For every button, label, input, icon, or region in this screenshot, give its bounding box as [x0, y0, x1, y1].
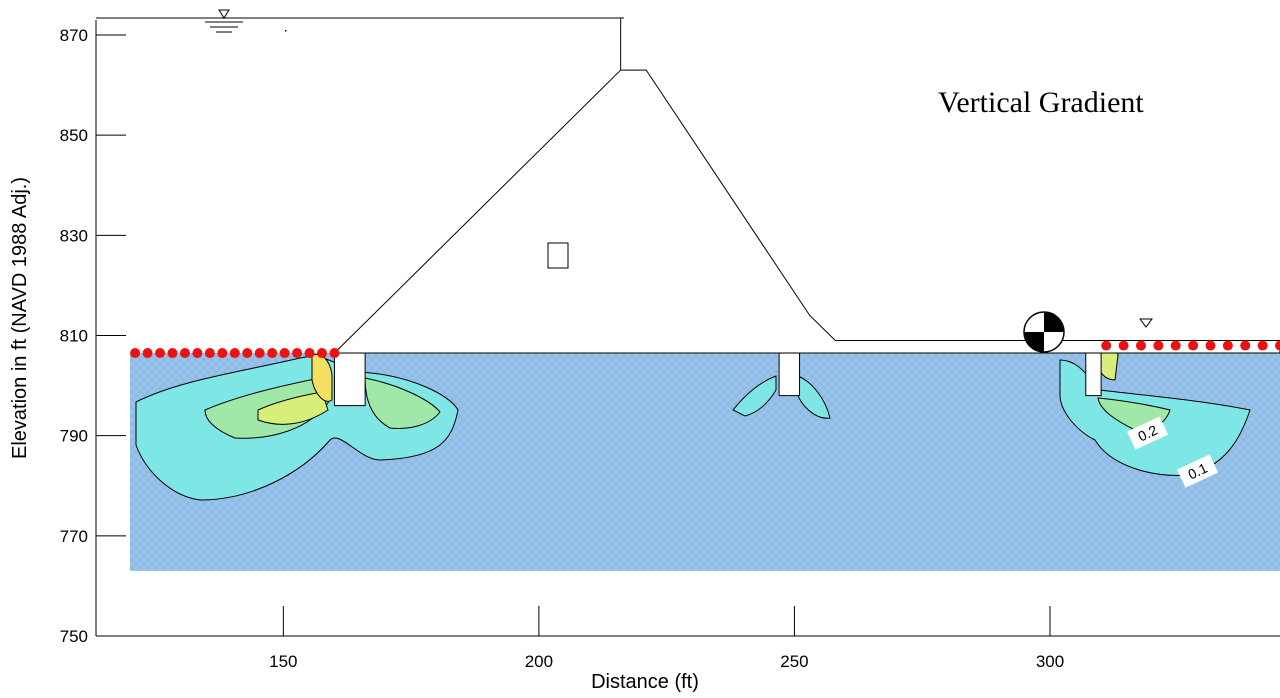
- contour-label-0.2-text: 0.2: [1135, 422, 1160, 445]
- plot-title: Vertical Gradient: [938, 86, 1144, 119]
- cutoff-wall: [333, 352, 366, 407]
- x-tick-label: 300: [1036, 652, 1064, 671]
- y-tick-label: 810: [60, 327, 88, 346]
- boundary-dot: [316, 348, 327, 359]
- x-tick-label: 200: [525, 652, 553, 671]
- y-tick-label: 850: [60, 126, 88, 145]
- downstream-water-level-icon: [1139, 318, 1153, 328]
- boundary-dot: [267, 348, 278, 359]
- y-tick-label: 830: [60, 226, 88, 245]
- boundary-dot: [1188, 340, 1199, 351]
- boundary-dot: [1118, 340, 1129, 351]
- contour-zone: [732, 375, 777, 417]
- boundary-dot: [304, 348, 315, 359]
- boundary-dot: [1205, 340, 1216, 351]
- y-tick-label: 870: [60, 26, 88, 45]
- boundary-dot: [1101, 340, 1112, 351]
- upstream-water-level-icon: [96, 9, 624, 33]
- boundary-dot: [1257, 340, 1268, 351]
- boundary-dot: [204, 348, 215, 359]
- contour-zone: [795, 375, 831, 419]
- boundary-dot: [242, 348, 253, 359]
- x-axis-title: Distance (ft): [591, 671, 699, 693]
- boundary-dot: [1153, 340, 1164, 351]
- boundary-dot: [1240, 340, 1251, 351]
- dot-marker: [285, 30, 287, 32]
- contour-label-0.2: 0.2: [1127, 416, 1169, 450]
- x-tick-label: 250: [780, 652, 808, 671]
- axes: 750 770 790 810 830 850 870 150 200 250 300: [60, 20, 1280, 671]
- contour-zone: [257, 391, 329, 425]
- contour-label-0.1-text: 0.1: [1185, 460, 1210, 483]
- boundary-dot: [192, 348, 203, 359]
- boundary-dot: [1170, 340, 1181, 351]
- boundary-dot: [130, 348, 141, 359]
- y-tick-label: 750: [60, 627, 88, 646]
- boundary-dot: [155, 348, 166, 359]
- y-axis-title: Elevation in ft (NAVD 1988 Adj.): [9, 177, 31, 459]
- boundary-dot: [254, 348, 265, 359]
- y-tick-label: 770: [60, 527, 88, 546]
- contour-zone: [364, 377, 441, 429]
- small-box-marker: [547, 242, 569, 269]
- centroid-marker-icon: [1023, 311, 1065, 353]
- embankment-outline: [333, 18, 1280, 407]
- y-tick-label: 790: [60, 427, 88, 446]
- boundary-dot: [292, 348, 303, 359]
- boundary-dot: [229, 348, 240, 359]
- relief-well: [1085, 352, 1102, 397]
- boundary-dot: [179, 348, 190, 359]
- embankment-body: [333, 69, 1280, 354]
- boundary-condition-dots: [130, 340, 1280, 359]
- boundary-dot: [1222, 340, 1233, 351]
- boundary-dot: [1275, 340, 1280, 351]
- boundary-dot: [142, 348, 153, 359]
- contour-label-0.1: 0.1: [1177, 454, 1219, 488]
- boundary-dot: [1135, 340, 1146, 351]
- x-tick-label: 150: [269, 652, 297, 671]
- boundary-dot: [279, 348, 290, 359]
- boundary-dot: [217, 348, 228, 359]
- boundary-dot: [329, 348, 340, 359]
- boundary-dot: [167, 348, 178, 359]
- toe-drain: [778, 352, 801, 397]
